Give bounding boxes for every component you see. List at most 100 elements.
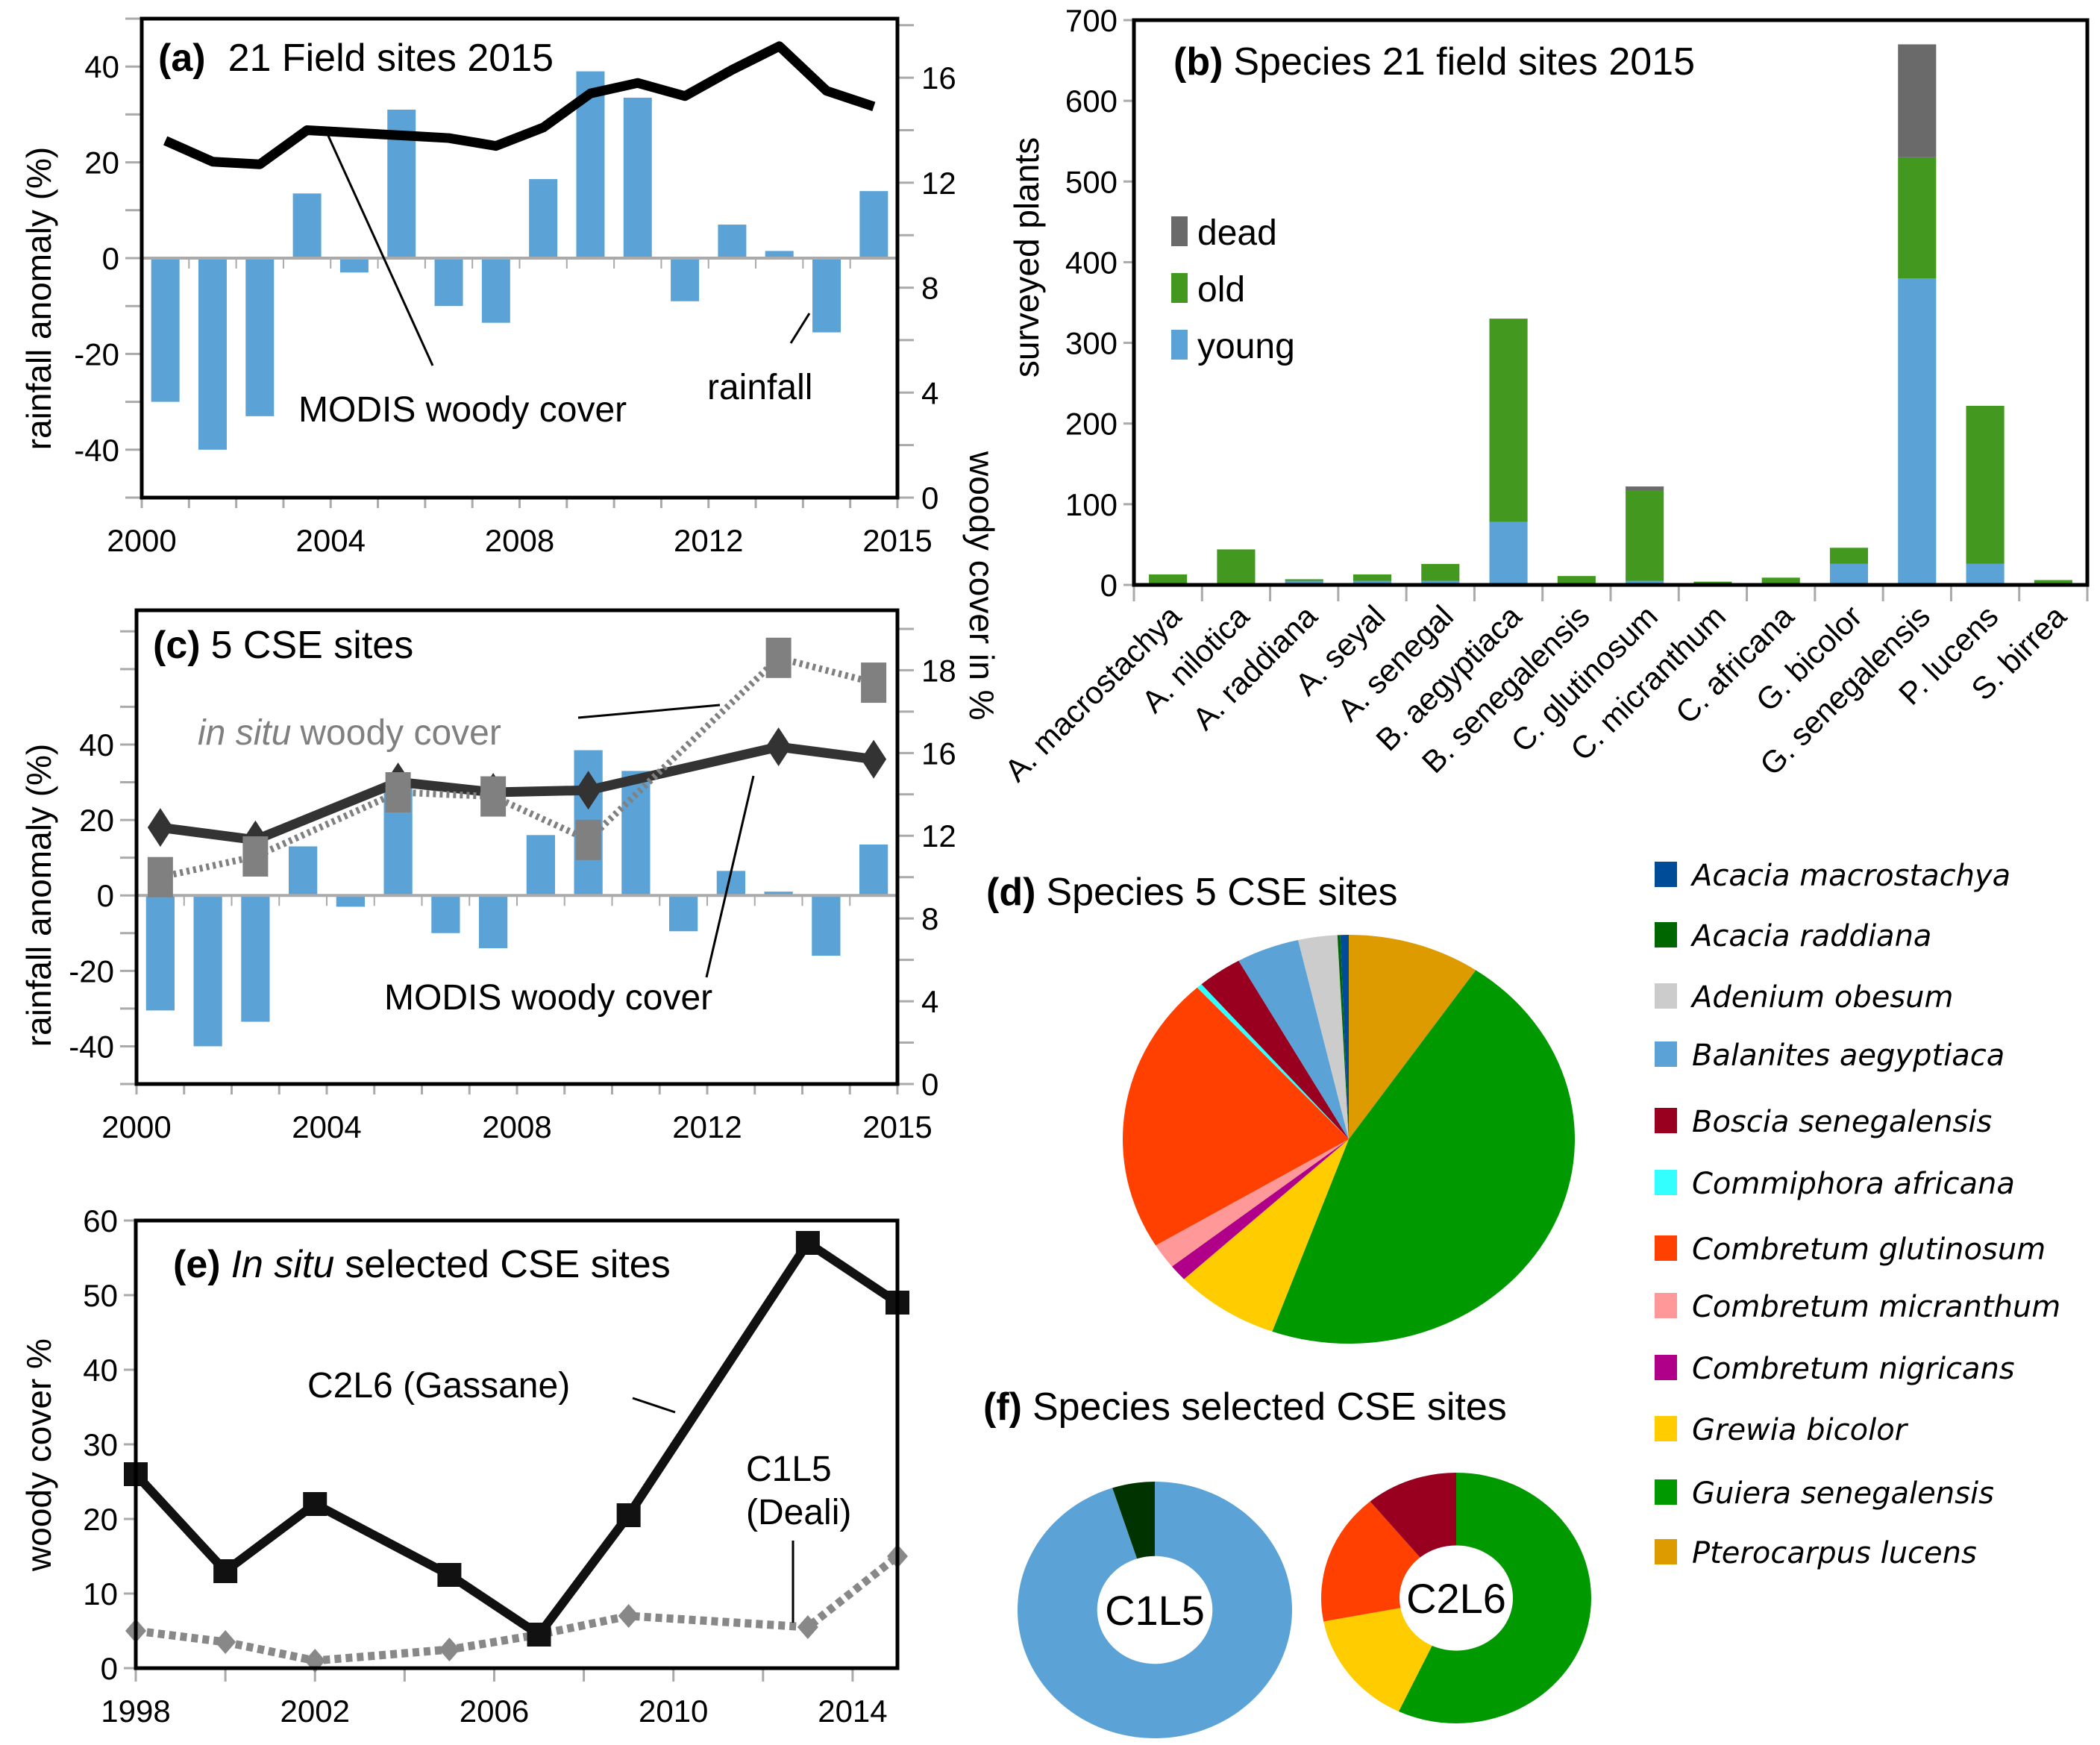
- y-tick-label: 0: [101, 1651, 118, 1686]
- x-tick-label: 2004: [292, 1109, 361, 1144]
- species-legend-label: Balanites aegyptiaca: [1692, 1038, 2005, 1073]
- y-tick-label: 700: [1065, 3, 1118, 38]
- rainfall-bar: [479, 895, 508, 948]
- rainfall-bar: [245, 258, 275, 416]
- old-bar-segment: [1149, 574, 1188, 583]
- panel-a-title: (a) 21 Field sites 2015: [158, 37, 554, 80]
- pie-slice-combretum-micranthum: [1156, 1139, 1349, 1267]
- young-bar-segment: [1489, 521, 1528, 585]
- x-tick-label: 2008: [485, 523, 554, 558]
- species-legend-swatch: [1655, 1041, 1677, 1067]
- right-tick-label: 8: [921, 901, 938, 936]
- rainfall-bar: [529, 179, 558, 258]
- donut-c2l6-slice-guiera-senegalensis: [1398, 1473, 1592, 1724]
- x-tick-label: 2012: [674, 523, 743, 558]
- pie-slice-grewia-bicolor: [1184, 1139, 1349, 1332]
- panel-a-rainfall-modis: -40 -20 0 20 40 0 4 8 12 16 2000 2004 2008 2012 2015 (…: [19, 16, 1001, 721]
- donut-c1l5-slice-balanites-aegyptiaca: [1018, 1482, 1293, 1739]
- old-bar-segment: [1557, 576, 1596, 585]
- panel-e-insitu-selected: 0 10 20 30 40 50 60 1998 2002 2006 2010 2014 (e) In …: [19, 1203, 909, 1729]
- panel-c-annotation-modis: MODIS woody cover: [384, 978, 712, 1018]
- young-bar-segment: [1285, 580, 1323, 585]
- rainfall-bar: [289, 846, 318, 896]
- legend-swatch-young: [1171, 330, 1188, 360]
- rainfall-bar: [339, 258, 369, 273]
- rainfall-bar: [145, 895, 175, 1011]
- species-legend-label: Acacia macrostachya: [1690, 859, 2010, 893]
- rainfall-bar: [431, 895, 460, 933]
- panel-b-legend: dead old young: [1171, 213, 1295, 366]
- modis-c-annotation-leader: [705, 775, 755, 978]
- rainfall-bar: [671, 258, 700, 301]
- panel-e-annotation-c1l5: C1L5: [746, 1450, 832, 1489]
- pie-slice-commiphora-africana: [1197, 984, 1349, 1139]
- pie-slice-acacia-macrostachya: [1340, 935, 1349, 1139]
- y-tick-label: 40: [84, 49, 119, 84]
- modis-diamond-marker: [861, 739, 887, 779]
- x-tick-label: 2004: [296, 523, 366, 558]
- x-tick-label: 2012: [672, 1109, 742, 1144]
- old-bar-segment: [1217, 549, 1256, 585]
- rainfall-bar: [151, 258, 180, 402]
- c1l5-diamond-marker: [215, 1630, 236, 1654]
- y-tick-label: 10: [83, 1576, 118, 1611]
- insitu-square-marker: [861, 662, 887, 704]
- panel-e-annotation-deali: (Deali): [746, 1493, 851, 1532]
- y-tick-label: 20: [83, 1502, 118, 1537]
- panel-b-y-axis-title: surveyed plants: [1007, 137, 1046, 377]
- modis-diamond-marker: [765, 727, 792, 767]
- panel-a-annotation-modis: MODIS woody cover: [298, 390, 627, 430]
- y-tick-label: -40: [69, 1029, 114, 1064]
- panel-d-species-pie: (d) Species 5 CSE sites: [986, 871, 1576, 1344]
- c2l6-square-marker: [213, 1559, 238, 1583]
- species-legend-swatch: [1655, 1479, 1677, 1505]
- x-tick-label: 2002: [280, 1694, 350, 1729]
- c1l5-diamond-marker: [618, 1604, 639, 1628]
- species-legend-label: Combretum nigricans: [1692, 1352, 2015, 1386]
- panel-e-y-axis-title: woody cover %: [19, 1338, 58, 1572]
- donut-center-label: C2L6: [1406, 1575, 1506, 1622]
- rainfall-bar: [718, 225, 747, 258]
- rainfall-bar: [241, 895, 270, 1022]
- modis-woody-cover-line: [163, 41, 876, 169]
- old-bar-segment: [1966, 405, 2005, 564]
- panel-c-annotation-insitu: in situ woody cover: [198, 713, 501, 753]
- x-tick-label: 2006: [460, 1694, 529, 1729]
- legend-label-young: young: [1197, 327, 1295, 366]
- legend-swatch-old: [1171, 273, 1188, 303]
- y-tick-label: 50: [83, 1278, 118, 1313]
- c2l6-annotation-leader: [632, 1397, 676, 1414]
- species-legend-label: Pterocarpus lucens: [1692, 1536, 1977, 1570]
- x-tick-label: 2000: [101, 1109, 171, 1144]
- old-bar-segment: [1353, 574, 1392, 581]
- panel-e-title: (e) In situ selected CSE sites: [173, 1243, 671, 1286]
- rainfall-bar: [812, 258, 841, 333]
- c1l5-diamond-marker: [439, 1638, 460, 1661]
- pie-slice-balanites-aegyptiaca: [1238, 939, 1349, 1139]
- young-bar-segment: [1966, 563, 2005, 585]
- right-tick-label: 12: [921, 166, 956, 201]
- species-legend-label: Acacia raddiana: [1690, 919, 1931, 953]
- species-legend-label: Commiphora africana: [1692, 1167, 2015, 1201]
- old-bar-segment: [1626, 490, 1664, 581]
- young-bar-segment: [1421, 580, 1460, 585]
- insitu-annotation-leader: [577, 704, 721, 719]
- c2l6-square-marker: [616, 1503, 641, 1527]
- rainfall-bar: [193, 895, 222, 1047]
- rainfall-bar: [336, 895, 365, 907]
- legend-label-dead: dead: [1197, 213, 1277, 253]
- c2l6-square-marker: [303, 1492, 327, 1516]
- rainfall-annotation-leader: [789, 313, 811, 344]
- pie-slice-acacia-raddiana: [1337, 935, 1349, 1139]
- panel-c-title: (c) 5 CSE sites: [153, 624, 413, 667]
- pie-slice-pterocarpus-lucens: [1349, 935, 1476, 1139]
- insitu-square-marker: [575, 819, 601, 860]
- panel-b-frame: [1132, 18, 2090, 587]
- panel-f-species-donuts: (f) Species selected CSE sites C1L5 C2L6: [983, 1385, 1592, 1739]
- y-tick-label: 20: [84, 145, 119, 181]
- y-tick-label: -20: [74, 336, 119, 372]
- x-tick-label: 2008: [482, 1109, 551, 1144]
- pie-slice-guiera-senegalensis: [1272, 970, 1576, 1344]
